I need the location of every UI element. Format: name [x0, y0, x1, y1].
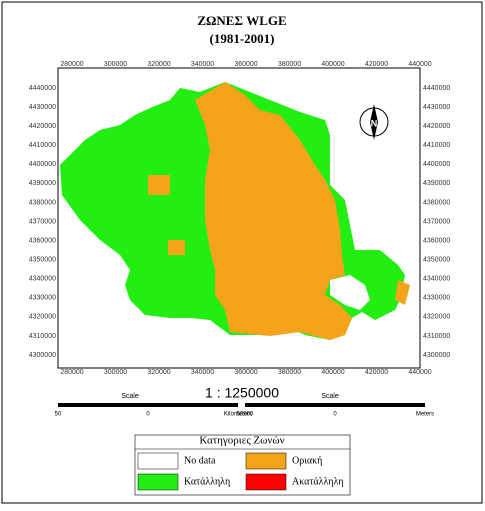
- y-coord-right: 4430000: [423, 104, 450, 111]
- scale-label: 0: [146, 412, 150, 418]
- y-coord-left: 4420000: [29, 123, 56, 130]
- x-coord-top: 380000: [278, 61, 301, 68]
- y-coord-right: 4360000: [423, 237, 450, 244]
- legend-label: Κατάλληλη: [184, 476, 230, 487]
- y-coord-right: 4410000: [423, 142, 450, 149]
- y-coord-right: 4390000: [423, 180, 450, 187]
- y-coord-left: 4360000: [29, 237, 56, 244]
- scale-title-left: Scale: [121, 393, 139, 400]
- y-coord-left: 4300000: [29, 352, 56, 359]
- y-coord-left: 4330000: [29, 295, 56, 302]
- y-coord-left: 4390000: [29, 180, 56, 187]
- y-coord-left: 4370000: [29, 218, 56, 225]
- y-coord-right: 4400000: [423, 161, 450, 168]
- x-coord-bottom: 340000: [191, 369, 214, 376]
- y-coord-left: 4350000: [29, 256, 56, 263]
- y-coord-right: 4340000: [423, 276, 450, 283]
- x-coord-bottom: 440000: [408, 369, 431, 376]
- x-coord-top: 320000: [147, 61, 170, 68]
- y-coord-left: 4380000: [29, 199, 56, 206]
- y-coord-left: 4430000: [29, 104, 56, 111]
- y-coord-left: 4310000: [29, 333, 56, 340]
- x-coord-bottom: 380000: [278, 369, 301, 376]
- y-coord-left: 4340000: [29, 276, 56, 283]
- y-coord-left: 4320000: [29, 314, 56, 321]
- scale-ratio: 1 : 1250000: [205, 385, 279, 401]
- y-coord-left: 4400000: [29, 161, 56, 168]
- x-coord-top: 440000: [408, 61, 431, 68]
- x-coord-bottom: 320000: [147, 369, 170, 376]
- x-coord-bottom: 400000: [321, 369, 344, 376]
- y-coord-right: 4380000: [423, 199, 450, 206]
- scale-label: 50000: [237, 412, 254, 418]
- legend-swatch: [137, 452, 179, 470]
- y-coord-right: 4350000: [423, 256, 450, 263]
- x-coord-top: 360000: [234, 61, 257, 68]
- scale-label: 0: [333, 412, 337, 418]
- legend-title: Κατηγοριες Ζωνών: [199, 435, 284, 447]
- x-coord-top: 300000: [104, 61, 127, 68]
- scale-bar-right: [245, 403, 425, 407]
- x-coord-top: 280000: [60, 61, 83, 68]
- subtitle: (1981-2001): [210, 31, 275, 46]
- x-coord-bottom: 360000: [234, 369, 257, 376]
- scale-bar-left: [58, 403, 238, 407]
- y-coord-left: 4410000: [29, 142, 56, 149]
- legend-label: Ακατάλληλη: [292, 476, 344, 487]
- x-coord-top: 420000: [365, 61, 388, 68]
- x-coord-bottom: 280000: [60, 369, 83, 376]
- legend-label: Οριακή: [292, 455, 322, 466]
- scale-label: Kilometers: [224, 412, 252, 418]
- y-coord-right: 4370000: [423, 218, 450, 225]
- y-coord-right: 4310000: [423, 333, 450, 340]
- legend-label: No data: [184, 455, 216, 466]
- legend-swatch: [245, 452, 287, 470]
- gulf: [330, 275, 370, 310]
- scale-title-right: Scale: [321, 393, 339, 400]
- y-coord-right: 4300000: [423, 352, 450, 359]
- x-coord-bottom: 300000: [104, 369, 127, 376]
- legend-swatch: [137, 473, 179, 491]
- x-coord-top: 400000: [321, 61, 344, 68]
- scale-label: 50: [55, 412, 62, 418]
- y-coord-right: 4320000: [423, 314, 450, 321]
- y-coord-left: 4440000: [29, 85, 56, 92]
- land-marginal: [195, 82, 352, 340]
- x-coord-bottom: 420000: [365, 369, 388, 376]
- x-coord-top: 340000: [191, 61, 214, 68]
- north-arrow: N: [359, 104, 389, 140]
- north-label: N: [371, 118, 378, 128]
- y-coord-right: 4420000: [423, 123, 450, 130]
- title: ΖΩΝΕΣ WLGE: [197, 13, 286, 28]
- y-coord-right: 4440000: [423, 85, 450, 92]
- legend-swatch: [245, 473, 287, 491]
- scale-label: Meters: [416, 412, 434, 418]
- y-coord-right: 4330000: [423, 295, 450, 302]
